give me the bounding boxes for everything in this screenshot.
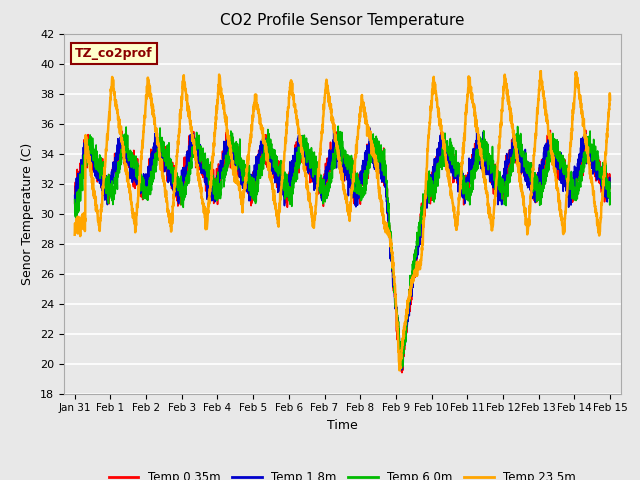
- Title: CO2 Profile Sensor Temperature: CO2 Profile Sensor Temperature: [220, 13, 465, 28]
- Legend: Temp 0.35m, Temp 1.8m, Temp 6.0m, Temp 23.5m: Temp 0.35m, Temp 1.8m, Temp 6.0m, Temp 2…: [104, 466, 581, 480]
- Text: TZ_co2prof: TZ_co2prof: [75, 47, 153, 60]
- X-axis label: Time: Time: [327, 419, 358, 432]
- Y-axis label: Senor Temperature (C): Senor Temperature (C): [22, 143, 35, 285]
